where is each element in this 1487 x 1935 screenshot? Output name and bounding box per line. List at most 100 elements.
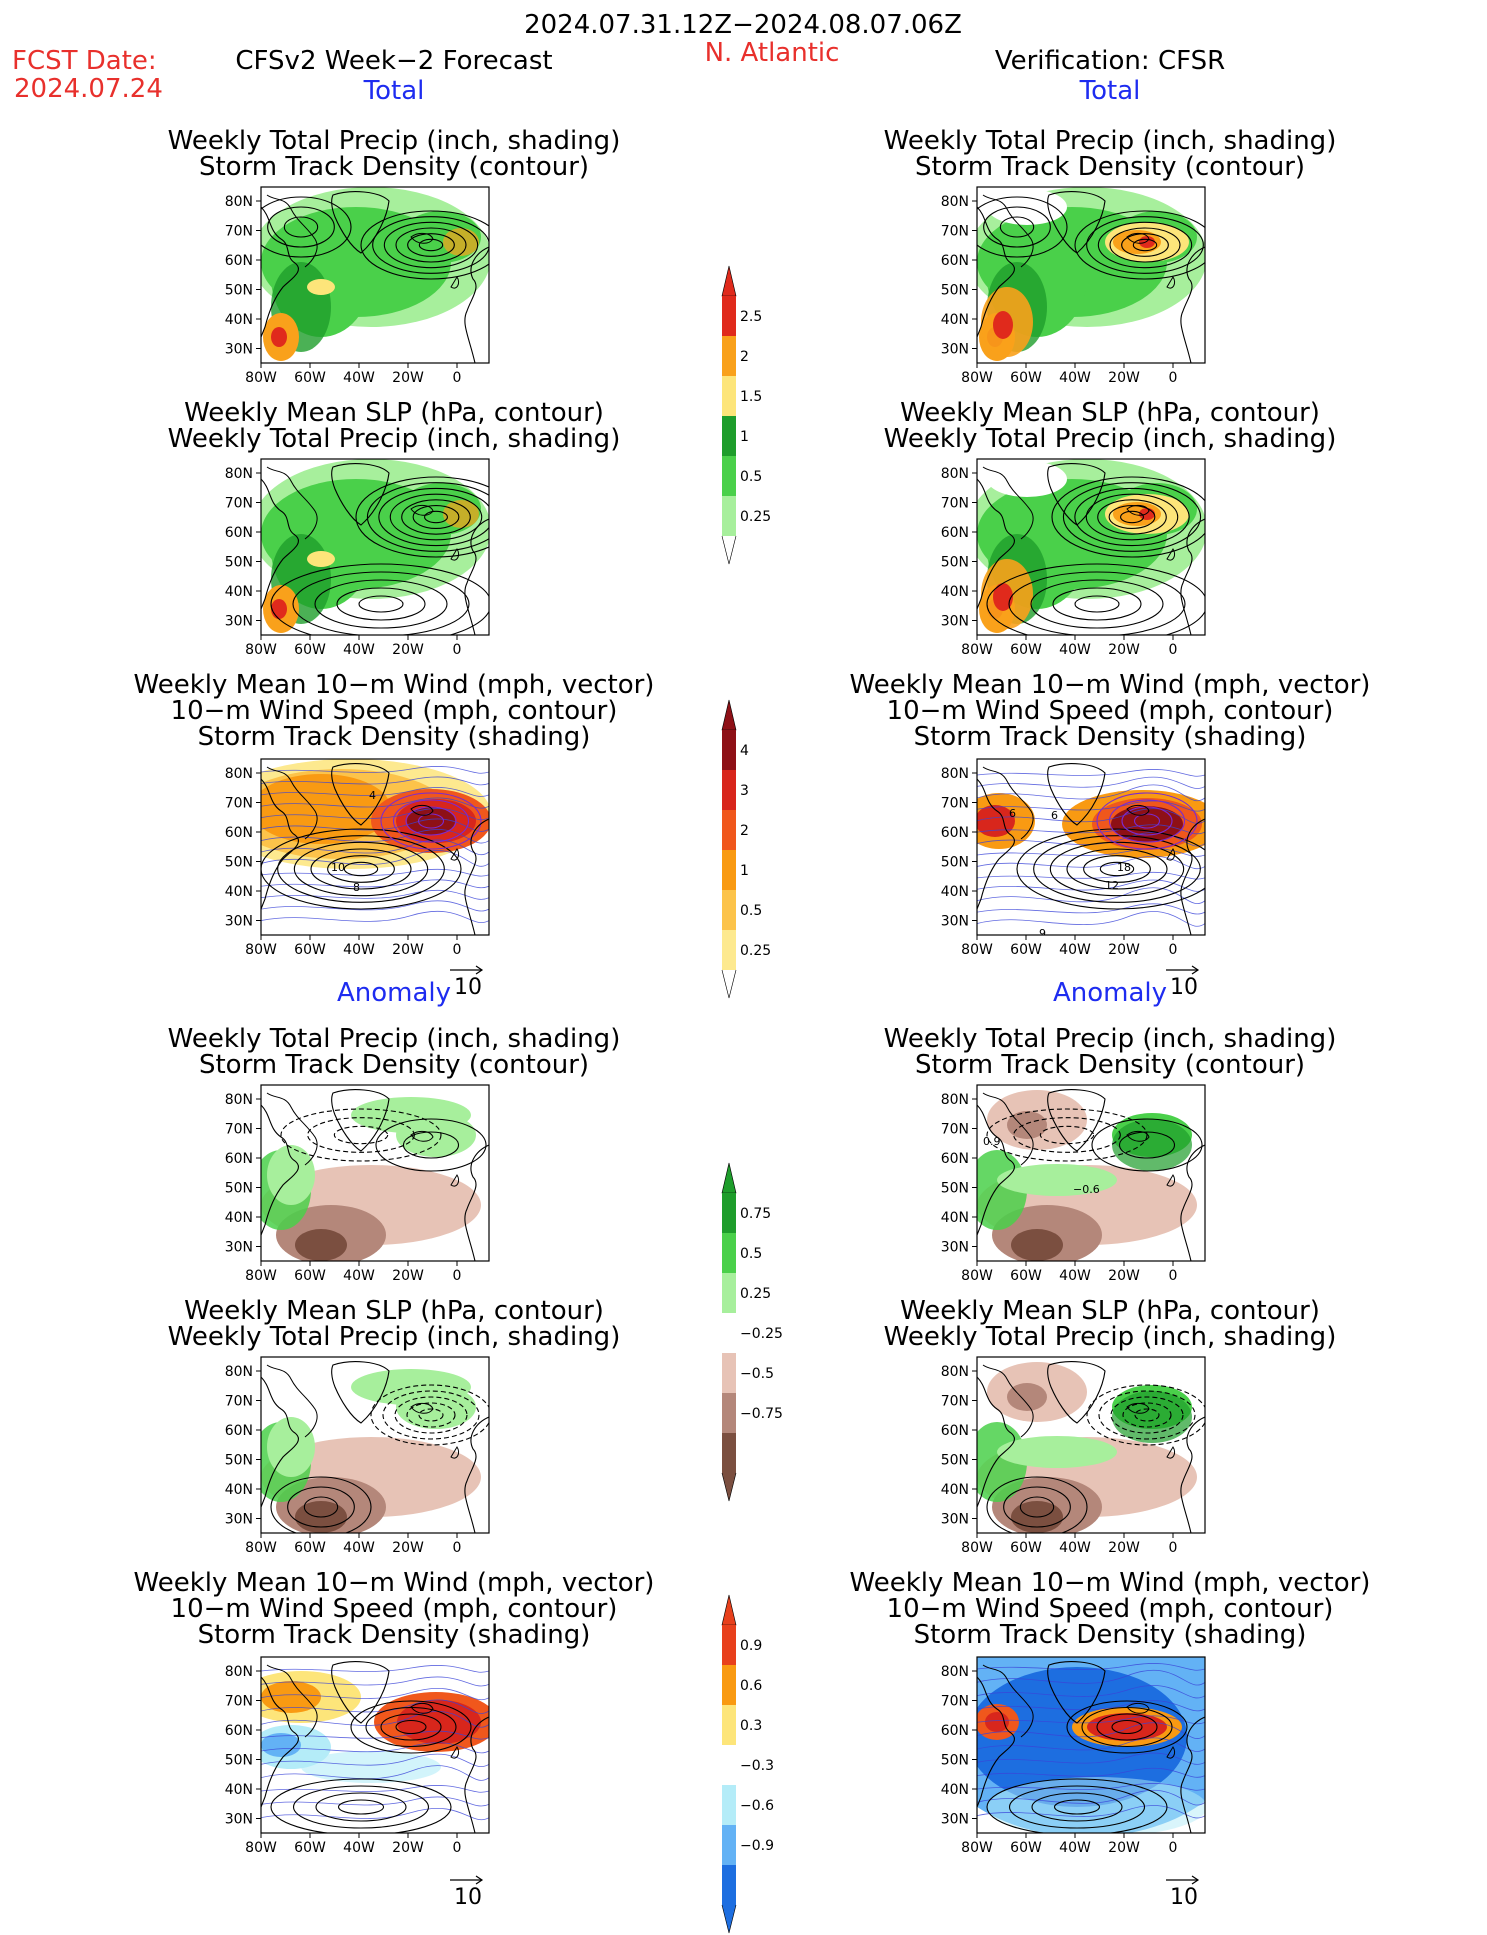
- forecast-total-label: Total: [363, 76, 425, 106]
- lat-tick-label: 50N: [225, 1181, 253, 1197]
- lon-tick-label: 40W: [1059, 1840, 1091, 1856]
- region-title: N. Atlantic: [704, 38, 840, 68]
- lon-tick-label: 80W: [961, 1268, 993, 1284]
- lat-tick-label: 40N: [225, 312, 253, 328]
- lon-tick-label: 40W: [1059, 1268, 1091, 1284]
- lat-tick-label: 60N: [941, 253, 969, 269]
- lat-tick-label: 40N: [941, 1210, 969, 1226]
- precip-total-colorbar: 2.5 2 1.5 1 0.5 0.25: [721, 265, 771, 565]
- lon-tick-label: 0: [453, 1540, 462, 1556]
- lat-tick-label: 50N: [225, 1753, 253, 1769]
- lat-tick-label: 40N: [225, 1482, 253, 1498]
- colorbar-label: 4: [740, 743, 749, 759]
- lon-tick-label: 40W: [343, 1540, 375, 1556]
- lon-tick-label: 60W: [294, 942, 326, 958]
- lat-tick-label: 70N: [225, 1394, 253, 1410]
- lon-tick-label: 40W: [343, 1840, 375, 1856]
- panel-title-line: Weekly Total Precip (inch, shading): [883, 1024, 1337, 1054]
- fcst-date: 2024.07.24: [14, 74, 163, 104]
- colorbar-label: −0.25: [740, 1326, 783, 1342]
- contour-label: 4: [369, 789, 376, 802]
- lon-tick-label: 0: [1169, 1268, 1178, 1284]
- lat-tick-label: 80N: [941, 766, 969, 782]
- lon-tick-label: 80W: [961, 1540, 993, 1556]
- lat-tick-label: 50N: [941, 1181, 969, 1197]
- lat-tick-label: 30N: [941, 914, 969, 930]
- lat-tick-label: 70N: [225, 224, 253, 240]
- colorbar-label: 0.5: [740, 469, 762, 485]
- lat-tick-label: 70N: [941, 796, 969, 812]
- panel-title-line: Weekly Total Precip (inch, shading): [167, 1322, 621, 1352]
- lon-tick-label: 0: [453, 942, 462, 958]
- lon-tick-label: 20W: [1108, 1268, 1140, 1284]
- forecast-slp-precip-anomaly-map: 80N 70N 60N 50N 40N 30N 80W 60W 40W 20W 0: [225, 1356, 490, 1556]
- colorbar-label: 0.3: [740, 1718, 762, 1734]
- lon-tick-label: 60W: [294, 1840, 326, 1856]
- lat-tick-label: 70N: [941, 1394, 969, 1410]
- lat-tick-label: 40N: [225, 1782, 253, 1798]
- lon-tick-label: 20W: [1108, 370, 1140, 386]
- panel-title-line: Storm Track Density (shading): [913, 722, 1307, 752]
- lon-tick-label: 20W: [392, 1268, 424, 1284]
- lon-tick-label: 0: [453, 642, 462, 658]
- panel-title-line: Storm Track Density (contour): [198, 152, 590, 182]
- lon-tick-label: 60W: [294, 642, 326, 658]
- colorbar-label: 2: [740, 823, 749, 839]
- colorbar-label: 0.25: [740, 943, 771, 959]
- lat-tick-label: 60N: [225, 1723, 253, 1739]
- lon-tick-label: 20W: [392, 370, 424, 386]
- lat-tick-label: 30N: [225, 614, 253, 630]
- colorbar-label: −0.75: [740, 1406, 783, 1422]
- lat-tick-label: 30N: [941, 342, 969, 358]
- lat-tick-label: 60N: [225, 525, 253, 541]
- lat-tick-label: 80N: [225, 1664, 253, 1680]
- panel-title-line: 10−m Wind Speed (mph, contour): [886, 1594, 1334, 1624]
- lat-tick-label: 50N: [225, 855, 253, 871]
- lon-tick-label: 60W: [294, 1540, 326, 1556]
- precip-anomaly-colorbar: 0.75 0.5 0.25 −0.25 −0.5 −0.75: [721, 1162, 783, 1502]
- panel-title-line: Weekly Mean 10−m Wind (mph, vector): [849, 670, 1371, 700]
- lon-tick-label: 40W: [1059, 642, 1091, 658]
- lat-tick-label: 30N: [225, 1240, 253, 1256]
- colorbar-label: 1: [740, 429, 749, 445]
- contour-label: 0.9: [983, 1135, 1001, 1148]
- lon-tick-label: 20W: [1108, 1540, 1140, 1556]
- verification-slp-precip-anomaly-map: 80N 70N 60N 50N 40N 30N 80W 60W 40W 20W 0: [941, 1356, 1206, 1556]
- forecast-precip-track-anomaly-map: 80N 70N 60N 50N 40N 30N 80W 60W 40W 20W 0: [225, 1084, 490, 1284]
- lon-tick-label: 80W: [245, 942, 277, 958]
- lon-tick-label: 40W: [1059, 942, 1091, 958]
- lat-tick-label: 60N: [941, 1723, 969, 1739]
- vector-scale-label: 10: [1170, 975, 1198, 998]
- colorbar-label: 0.6: [740, 1678, 762, 1694]
- contour-label: 6: [1009, 807, 1016, 820]
- panel-title-line: Weekly Mean SLP (hPa, contour): [900, 1296, 1320, 1326]
- lat-tick-label: 40N: [225, 1210, 253, 1226]
- colorbar-label: −0.9: [740, 1838, 774, 1854]
- date-range: 2024.07.31.12Z−2024.08.07.06Z: [524, 10, 962, 40]
- lon-tick-label: 20W: [1108, 642, 1140, 658]
- vector-scale-label: 10: [454, 975, 482, 998]
- lon-tick-label: 0: [453, 1268, 462, 1284]
- lon-tick-label: 60W: [1010, 1540, 1042, 1556]
- lat-tick-label: 80N: [225, 766, 253, 782]
- colorbar-label: 0.25: [740, 509, 771, 525]
- panel-title-line: Weekly Total Precip (inch, shading): [167, 424, 621, 454]
- lon-tick-label: 20W: [392, 1540, 424, 1556]
- panel-title-line: Weekly Mean 10−m Wind (mph, vector): [849, 1568, 1371, 1598]
- forecast-wind-track-anomaly-map: 80N 70N 60N 50N 40N 30N 80W 60W 40W 20W 0: [225, 1656, 490, 1856]
- contour-label: 18: [1117, 861, 1131, 874]
- contour-label: 6: [1051, 809, 1058, 822]
- forecast-anomaly-label: Anomaly: [336, 978, 452, 1008]
- lon-tick-label: 60W: [294, 1268, 326, 1284]
- lat-tick-label: 60N: [941, 1423, 969, 1439]
- verification-total-label: Total: [1079, 76, 1141, 106]
- panel-title-line: 10−m Wind Speed (mph, contour): [170, 1594, 618, 1624]
- contour-label: 9: [1039, 927, 1046, 940]
- panel-title-line: Weekly Mean SLP (hPa, contour): [900, 398, 1320, 428]
- lat-tick-label: 80N: [941, 1364, 969, 1380]
- panel-title-line: Storm Track Density (shading): [913, 1620, 1307, 1650]
- lon-tick-label: 80W: [245, 1268, 277, 1284]
- colorbar-label: 1.5: [740, 389, 762, 405]
- vector-scale-label: 10: [1170, 1885, 1198, 1908]
- panel-title-line: Weekly Mean 10−m Wind (mph, vector): [133, 1568, 655, 1598]
